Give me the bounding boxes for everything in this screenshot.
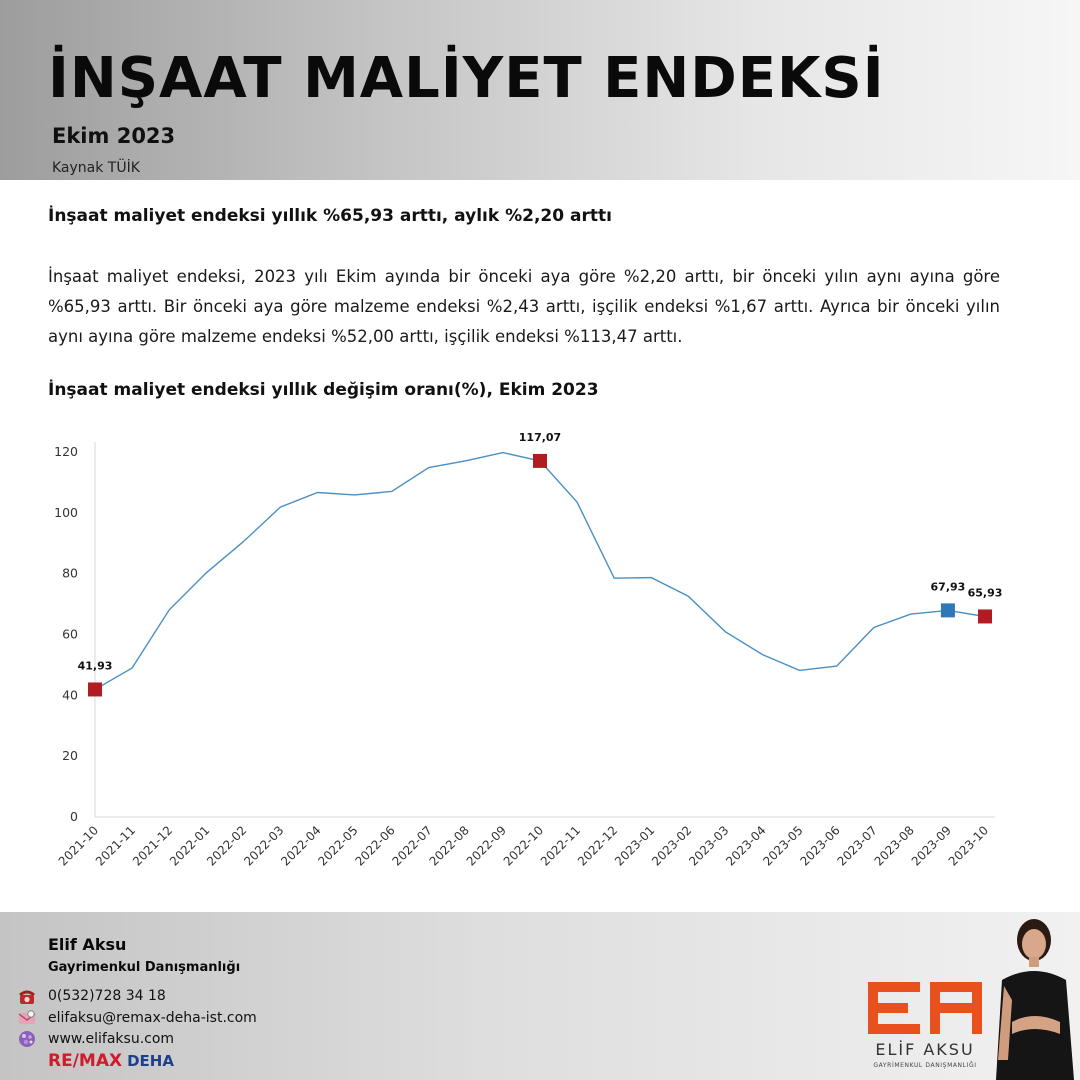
email-address: elifaksu@remax-deha-ist.com	[48, 1010, 257, 1026]
article-headline: İnşaat maliyet endeksi yıllık %65,93 art…	[48, 206, 612, 226]
y-tick-label: 60	[62, 627, 78, 642]
page-title: İNŞAAT MALİYET ENDEKSİ	[48, 46, 885, 111]
x-tick-label: 2023-08	[872, 823, 917, 868]
x-tick-label: 2022-08	[427, 823, 472, 868]
data-label: 67,93	[931, 580, 966, 593]
line-chart: 0204060801001202021-102021-112021-122022…	[54, 431, 1003, 869]
x-tick-label: 2022-03	[241, 823, 286, 868]
y-tick-label: 40	[62, 687, 78, 702]
data-label: 41,93	[78, 659, 113, 672]
website-contact[interactable]: www.elifaksu.com	[16, 1028, 174, 1050]
y-tick-label: 0	[70, 809, 78, 824]
x-tick-label: 2023-02	[649, 823, 694, 868]
footer-banner	[0, 912, 1080, 1080]
x-tick-label: 2021-11	[93, 823, 138, 868]
x-tick-label: 2022-11	[538, 823, 583, 868]
x-tick-label: 2022-05	[315, 823, 360, 868]
x-tick-label: 2022-06	[352, 823, 397, 868]
highlight-marker	[978, 609, 992, 624]
data-label: 65,93	[968, 586, 1003, 599]
remax-deha-brand: RE/MAX DEHA	[48, 1051, 174, 1071]
x-tick-label: 2022-01	[167, 823, 212, 868]
x-tick-label: 2022-07	[390, 823, 435, 868]
deha-wordmark: DEHA	[127, 1052, 174, 1070]
source-label: Kaynak TÜİK	[52, 160, 140, 176]
highlight-marker	[88, 682, 102, 697]
x-tick-label: 2023-09	[909, 823, 954, 868]
x-tick-label: 2021-12	[130, 823, 175, 868]
logo-tagline: GAYRİMENKUL DANIŞMANLIĞI	[873, 1062, 977, 1069]
email-contact[interactable]: elifaksu@remax-deha-ist.com	[16, 1007, 257, 1029]
y-tick-label: 20	[62, 748, 78, 763]
x-tick-label: 2023-05	[760, 823, 805, 868]
y-tick-label: 120	[54, 444, 78, 459]
x-tick-label: 2022-12	[575, 823, 620, 868]
remax-wordmark: RE/MAX	[48, 1051, 123, 1071]
email-icon	[16, 1007, 38, 1029]
website-url: www.elifaksu.com	[48, 1031, 175, 1047]
highlight-marker	[940, 603, 955, 618]
phone-contact[interactable]: 0(532)728 34 18	[16, 985, 166, 1007]
data-label: 117,07	[519, 431, 561, 444]
agent-photo	[996, 919, 1074, 1080]
x-tick-label: 2022-10	[501, 823, 546, 868]
article-paragraph: İnşaat maliyet endeksi, 2023 yılı Ekim a…	[48, 267, 1000, 346]
x-tick-label: 2021-10	[56, 823, 101, 868]
page-subtitle: Ekim 2023	[52, 124, 176, 148]
x-tick-label: 2022-02	[204, 823, 249, 868]
series-line	[94, 451, 986, 691]
phone-icon	[16, 985, 38, 1007]
chart-heading: İnşaat maliyet endeksi yıllık değişim or…	[48, 380, 599, 400]
agent-role: Gayrimenkul Danışmanlığı	[48, 960, 241, 975]
x-tick-label: 2023-01	[612, 823, 657, 868]
x-tick-label: 2023-06	[797, 823, 842, 868]
highlight-marker	[533, 453, 547, 468]
x-tick-label: 2023-07	[835, 823, 880, 868]
globe-icon	[16, 1028, 38, 1050]
y-tick-label: 80	[62, 566, 78, 581]
header-banner	[0, 0, 1080, 180]
x-tick-label: 2023-03	[686, 823, 731, 868]
x-tick-label: 2022-04	[278, 823, 323, 868]
x-tick-label: 2022-09	[464, 823, 509, 868]
y-tick-label: 100	[54, 505, 78, 520]
x-tick-label: 2023-10	[946, 823, 991, 868]
logo-name: ELİF AKSU	[875, 1040, 975, 1059]
agent-name: Elif Aksu	[48, 935, 127, 954]
elif-aksu-logo	[868, 982, 982, 1034]
phone-number: 0(532)728 34 18	[48, 988, 166, 1004]
x-tick-label: 2023-04	[723, 823, 768, 868]
